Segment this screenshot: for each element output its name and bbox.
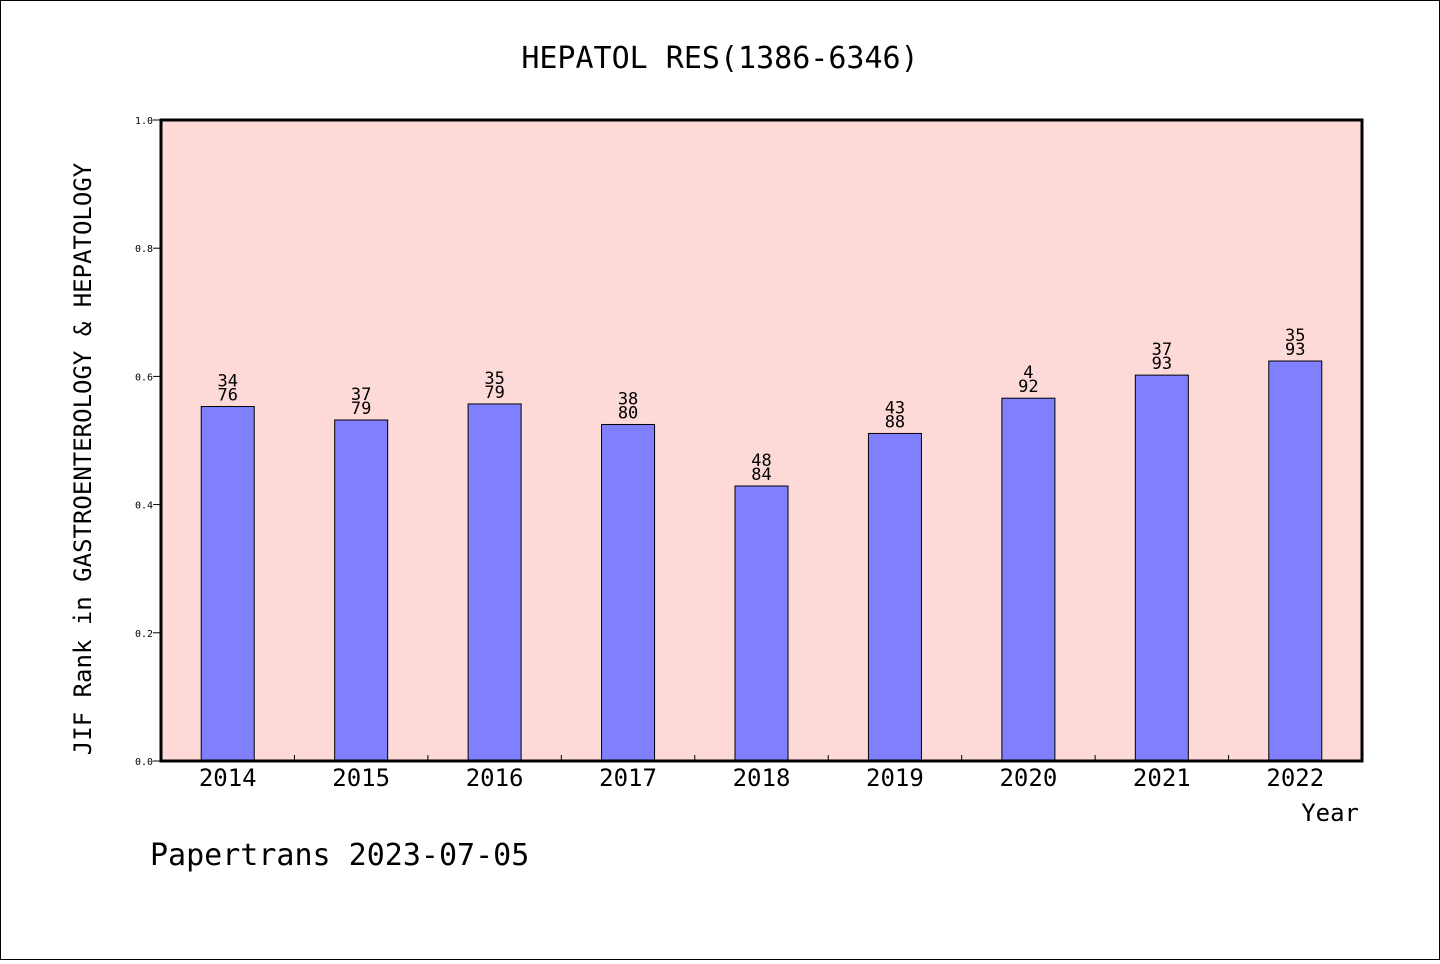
x-tick-label: 2014 (199, 764, 257, 792)
bar-2018 (734, 485, 789, 762)
bar-label-rank: 37 (1152, 340, 1172, 360)
bar-label-rank: 35 (484, 369, 504, 389)
bar-2020 (1001, 397, 1056, 762)
bar-label-rank: 43 (885, 398, 905, 418)
bar-label-rank: 38 (618, 389, 638, 409)
bar-label-rank: 35 (1285, 326, 1305, 346)
bar-label-total: 80 (618, 403, 638, 423)
bar-label-total: 93 (1285, 340, 1305, 360)
bar-2021 (1134, 374, 1189, 762)
bar-2016 (467, 403, 522, 762)
y-tick-label: 1.0 (135, 116, 153, 127)
bar-label-total: 92 (1018, 377, 1038, 397)
y-tick-label: 0.6 (135, 372, 153, 383)
bar-2014 (200, 406, 255, 762)
bar-label-total: 93 (1152, 354, 1172, 374)
bar-2022 (1268, 360, 1323, 762)
x-tick-label: 2020 (999, 764, 1057, 792)
y-tick-label: 0.4 (135, 501, 153, 512)
y-tick-label: 0.0 (135, 757, 153, 768)
y-tick-label: 0.2 (135, 629, 153, 640)
chart-title: HEPATOL RES(1386-6346) (521, 41, 918, 76)
plot-border (159, 118, 1364, 763)
x-tick-label: 2015 (332, 764, 390, 792)
x-tick-label: 2018 (733, 764, 791, 792)
x-tick-label: 2017 (599, 764, 657, 792)
bar-label-total: 84 (751, 465, 771, 485)
x-axis-label: Year (1301, 799, 1359, 827)
bar-label-rank: 48 (751, 451, 771, 471)
axis-ticks-group: 0.0 0.2 0.4 0.6 0.8 1.0 2014 2015 2016 2017 2018 20… (135, 116, 1324, 792)
bar-label-total: 79 (351, 399, 371, 419)
x-tick-label: 2019 (866, 764, 924, 792)
bar-2019 (867, 432, 922, 762)
bar-label-rank: 37 (351, 385, 371, 405)
y-tick-label: 0.8 (135, 244, 153, 255)
x-tick-label: 2016 (466, 764, 524, 792)
bar-label-total: 79 (484, 383, 504, 403)
bar-label-rank: 4 (1023, 363, 1033, 383)
bar-2017 (601, 423, 656, 762)
y-axis-label: JIF Rank in GASTROENTEROLOGY & HEPATOLOG… (69, 162, 97, 755)
bar-label-total: 88 (885, 412, 905, 432)
bar-label-total: 76 (217, 386, 237, 406)
bar-2015 (334, 419, 389, 762)
x-tick-label: 2022 (1266, 764, 1324, 792)
x-tick-label: 2021 (1133, 764, 1191, 792)
footer-credit: Papertrans 2023-07-05 (150, 838, 529, 873)
bar-label-rank: 34 (217, 372, 237, 392)
